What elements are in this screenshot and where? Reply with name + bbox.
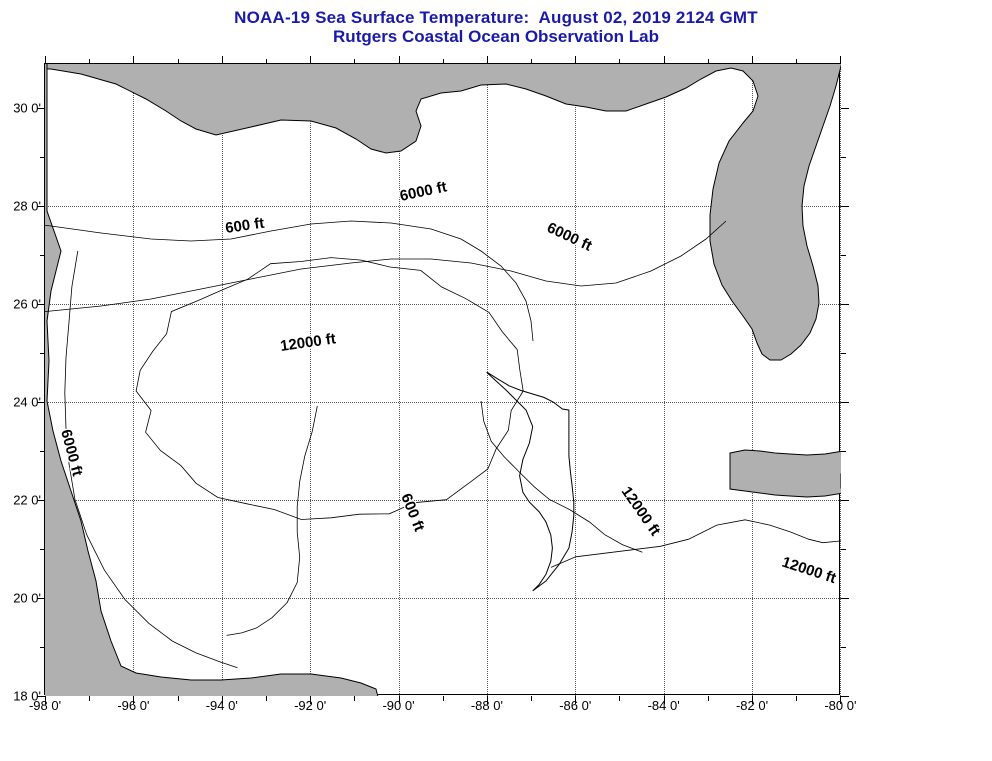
svg-text:600 ft: 600 ft xyxy=(397,491,427,534)
svg-text:6000 ft: 6000 ft xyxy=(398,178,448,205)
svg-text:12000 ft: 12000 ft xyxy=(618,484,664,540)
svg-text:12000 ft: 12000 ft xyxy=(780,554,838,587)
svg-text:6000 ft: 6000 ft xyxy=(544,219,594,254)
svg-text:12000 ft: 12000 ft xyxy=(279,330,337,355)
